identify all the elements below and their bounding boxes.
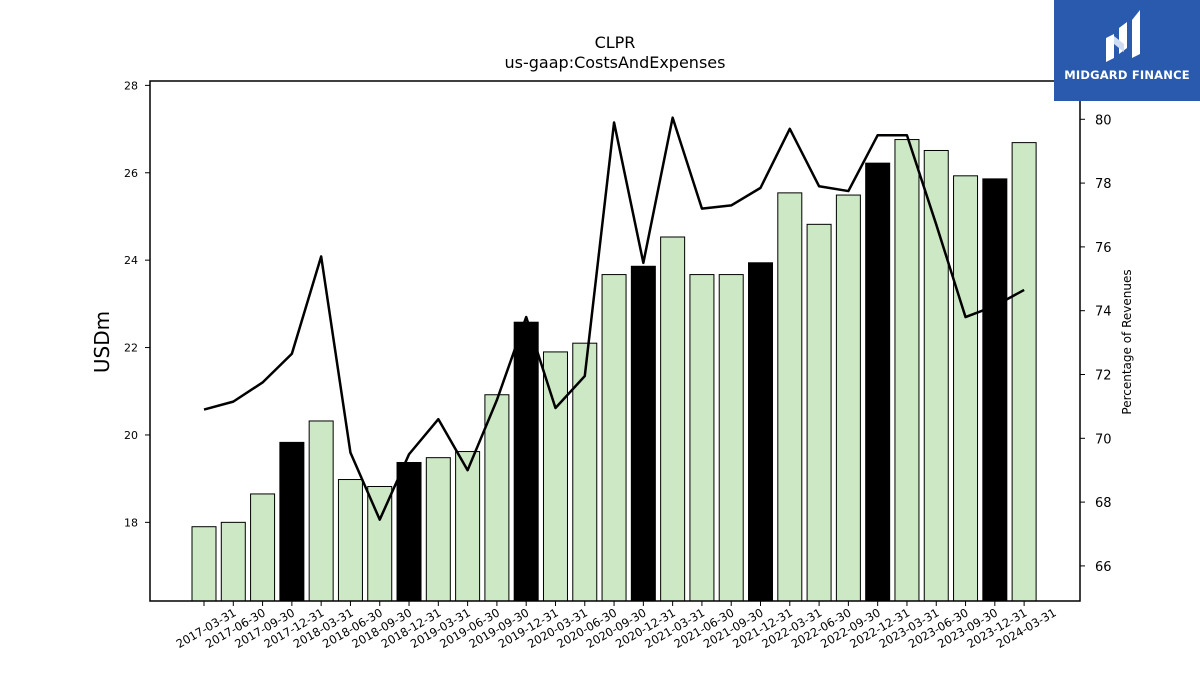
bar bbox=[425, 457, 451, 602]
bar bbox=[777, 192, 803, 602]
bar bbox=[865, 162, 891, 602]
percentage-line bbox=[203, 116, 1025, 521]
bar bbox=[718, 274, 744, 602]
bar bbox=[542, 351, 568, 602]
bar bbox=[835, 194, 861, 602]
bar bbox=[601, 274, 627, 602]
y2-tick-label: 70 bbox=[1095, 432, 1112, 447]
y-tick-label: 20 bbox=[124, 429, 138, 442]
bar bbox=[484, 394, 510, 602]
left-axis: 18 20 22 24 26 28 bbox=[124, 79, 150, 529]
bar bbox=[572, 342, 598, 602]
bar bbox=[748, 262, 774, 602]
bar bbox=[982, 178, 1008, 602]
y2-tick-label: 74 bbox=[1095, 305, 1112, 320]
chart-subtitle: us-gaap:CostsAndExpenses bbox=[505, 53, 726, 72]
midgard-logo-icon bbox=[1106, 10, 1140, 62]
y2-tick-label: 66 bbox=[1095, 560, 1112, 575]
bar bbox=[250, 493, 276, 602]
y2-tick-label: 76 bbox=[1095, 241, 1112, 256]
bar-group bbox=[191, 139, 1037, 602]
y2-axis-label: Percentage of Revenues bbox=[1120, 269, 1134, 414]
bar bbox=[513, 321, 539, 602]
bar bbox=[455, 451, 481, 602]
y-tick-label: 24 bbox=[124, 254, 138, 267]
bar bbox=[308, 420, 334, 602]
bar bbox=[660, 236, 686, 602]
bar bbox=[630, 265, 656, 602]
bar bbox=[220, 521, 246, 602]
y-tick-label: 22 bbox=[124, 342, 138, 355]
y2-tick-label: 72 bbox=[1095, 368, 1112, 383]
brand-logo: MIDGARD FINANCE bbox=[1054, 0, 1200, 101]
bar bbox=[279, 441, 305, 602]
chart-title: CLPR bbox=[595, 33, 636, 52]
x-axis: 2017-03-312017-06-302017-09-302017-12-31… bbox=[174, 601, 1059, 651]
bar bbox=[894, 139, 920, 602]
line-group bbox=[203, 116, 1025, 521]
bar bbox=[396, 461, 422, 602]
bar bbox=[923, 149, 949, 602]
y2-tick-label: 68 bbox=[1095, 496, 1112, 511]
bar bbox=[1011, 142, 1037, 602]
bar bbox=[806, 223, 832, 602]
y-axis-label: USDm bbox=[90, 311, 114, 373]
y-tick-label: 28 bbox=[124, 79, 138, 92]
y2-tick-label: 78 bbox=[1095, 177, 1112, 192]
plot-frame bbox=[149, 80, 1081, 602]
bar bbox=[191, 526, 217, 602]
y2-tick-label: 80 bbox=[1095, 113, 1112, 128]
right-axis: 66 68 70 72 74 76 78 80 bbox=[1080, 113, 1112, 575]
logo-text: MIDGARD FINANCE bbox=[1064, 68, 1190, 82]
y-tick-label: 26 bbox=[124, 167, 138, 180]
bar bbox=[337, 479, 363, 602]
y-tick-label: 18 bbox=[124, 516, 138, 529]
bar bbox=[367, 486, 393, 602]
bar bbox=[953, 175, 979, 602]
bar bbox=[689, 274, 715, 602]
